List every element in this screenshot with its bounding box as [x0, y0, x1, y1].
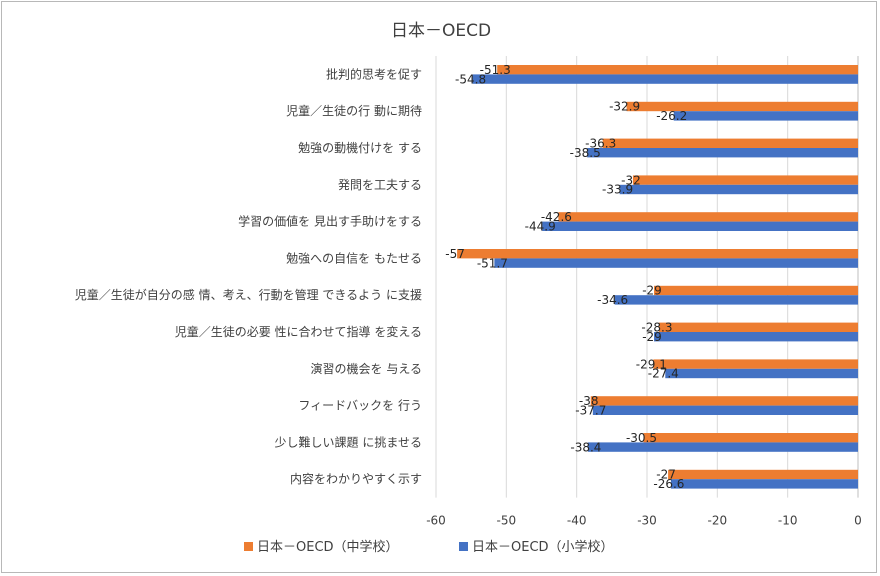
data-label: -26.6	[653, 477, 684, 491]
data-label: -38	[579, 394, 599, 408]
data-label: -27	[656, 468, 676, 482]
category-label: 内容をわかりやすく示す	[290, 471, 422, 486]
data-label: -33.9	[602, 183, 633, 197]
category-label: 演習の機会を 与える	[311, 361, 422, 376]
x-tick-label: 0	[854, 514, 862, 528]
bar	[587, 442, 858, 452]
bar	[542, 221, 858, 231]
bar	[602, 138, 858, 148]
bar	[673, 111, 858, 121]
bar	[592, 405, 858, 415]
legend-swatch	[244, 542, 253, 551]
category-label: 少し難しい課題 に挑ませる	[275, 434, 422, 449]
data-label: -30.5	[626, 431, 657, 445]
x-axis-ticks: -60 -50 -40 -30 -20 -10 0	[426, 514, 862, 528]
data-label: -29.1	[636, 357, 667, 371]
category-label: 批判的思考を促す	[326, 66, 422, 81]
bar	[643, 433, 858, 443]
data-label: -29	[642, 330, 662, 344]
data-label: -44.9	[525, 220, 556, 234]
category-label: 勉強の動機付けを する	[298, 140, 422, 155]
category-label: 学習の価値を 見出す手助けをする	[238, 214, 422, 229]
bar	[626, 101, 858, 112]
data-label: -32	[621, 173, 641, 187]
data-label: -38.5	[570, 146, 601, 160]
x-tick-label: -10	[778, 514, 798, 528]
category-label: 児童／生徒が自分の感 情、考え、行動を管理 できるよう に支援	[75, 287, 422, 302]
data-label: -36.3	[585, 137, 616, 151]
data-label: -26.2	[656, 109, 687, 123]
legend-label: 日本－OECD（中学校）	[257, 539, 399, 555]
gridlines	[435, 56, 859, 498]
data-label: -37.7	[575, 404, 606, 418]
bar	[587, 148, 858, 158]
bar	[494, 258, 858, 268]
data-label: -29	[642, 284, 662, 298]
bar	[619, 184, 858, 195]
bar	[653, 359, 858, 369]
category-label: 児童／生徒の行 動に期待	[286, 103, 422, 118]
data-labels: -51.3-54.8 -32.9 -26.2 -36.3-38.5 -32-33.9 -4…	[445, 63, 687, 491]
x-tick-label: -60	[426, 514, 446, 528]
data-label: -51.3	[480, 63, 511, 77]
bar	[497, 65, 858, 75]
chart-title: 日本－OECD	[391, 21, 491, 41]
category-label: 勉強への自信を もたせる	[286, 251, 422, 265]
category-label: 発問を工夫する	[338, 178, 422, 192]
bar	[654, 285, 858, 296]
x-tick-label: -30	[637, 514, 657, 528]
legend-label: 日本－OECD（小学校）	[472, 539, 614, 555]
bar	[668, 469, 858, 480]
bar	[558, 212, 858, 222]
bars	[457, 65, 858, 489]
bar	[670, 479, 858, 489]
x-tick-label: -40	[567, 514, 587, 528]
data-label: -51.7	[477, 256, 508, 270]
bar	[472, 74, 858, 84]
bar	[614, 295, 858, 305]
x-tick-label: -50	[497, 514, 517, 528]
data-label: -28.3	[641, 321, 672, 335]
bar	[590, 396, 858, 406]
category-label: フィードバックを 行う	[298, 399, 422, 413]
data-label: -42.6	[541, 210, 572, 224]
data-label: -27.4	[648, 367, 679, 381]
legend: 日本－OECD（中学校） 日本－OECD（小学校）	[244, 539, 614, 555]
data-label: -34.6	[597, 293, 628, 307]
data-label: -57	[445, 247, 465, 261]
bar	[658, 322, 858, 332]
data-label: -38.4	[570, 440, 601, 454]
legend-swatch	[459, 542, 468, 551]
bar	[665, 368, 858, 379]
category-label: 児童／生徒の必要 性に合わせて指導 を変える	[175, 324, 422, 339]
data-label: -54.8	[455, 72, 486, 86]
bar	[654, 332, 858, 342]
data-label: -32.9	[609, 100, 640, 114]
bar	[632, 175, 858, 185]
bar	[457, 249, 858, 259]
x-tick-label: -20	[708, 514, 728, 528]
